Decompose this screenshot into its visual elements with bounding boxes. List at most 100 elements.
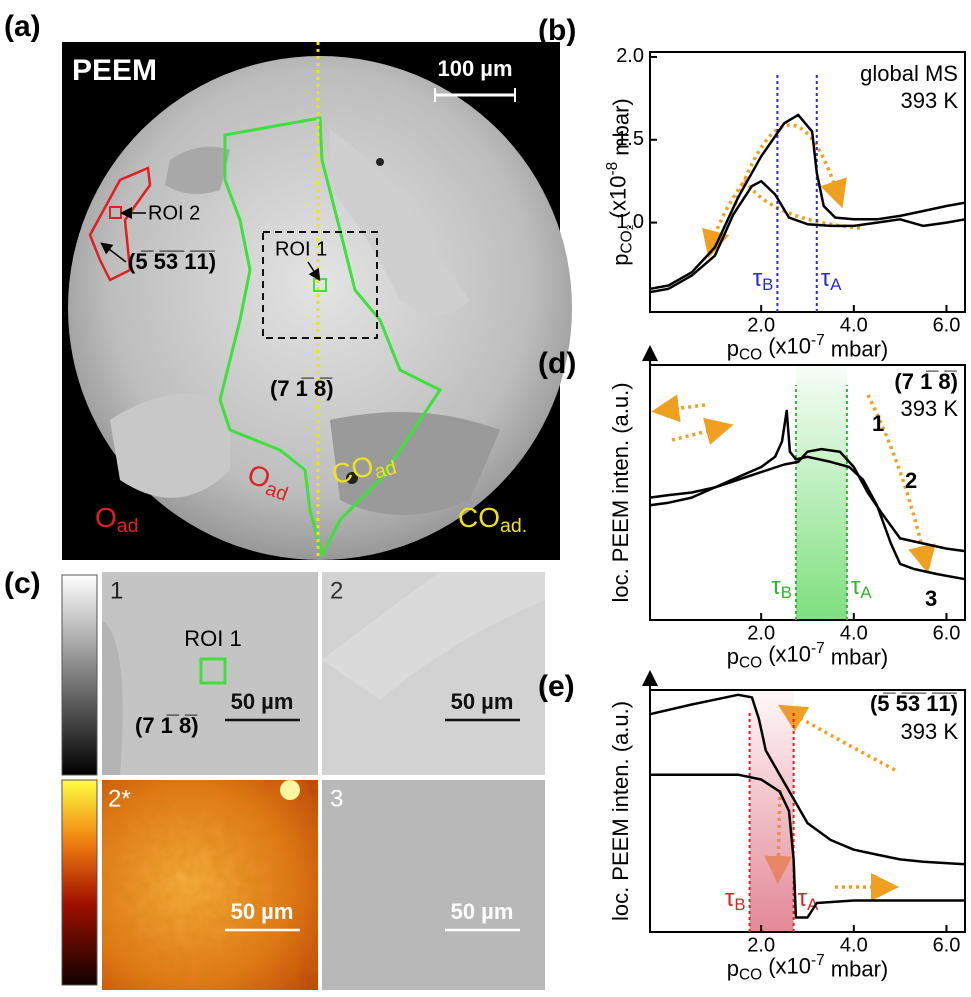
annotation: 393 K [901, 88, 959, 113]
roi-tiles [61, 572, 545, 990]
text-part: -8 [604, 162, 621, 176]
tile-label: 2* [108, 785, 131, 812]
shaded-interval [749, 690, 794, 932]
adsorbate-label: Oad [95, 502, 139, 537]
tau-label: τB [771, 573, 792, 602]
curve [650, 773, 965, 919]
text-part: mbar) [825, 336, 889, 361]
text-part: CO [739, 346, 762, 363]
y-tick-label: 2.0 [616, 45, 644, 67]
tau-label: τA [851, 573, 872, 602]
x-tick-label: 4.0 [840, 934, 868, 956]
tau-label: τB [753, 265, 774, 294]
scale-bar-label: 50 µm [231, 899, 294, 924]
text-part: τ [798, 885, 808, 912]
facet-label: (5̅ 5̅3̅ 1̅1̅) [128, 249, 216, 274]
text-part: mbar) [825, 644, 889, 669]
curve [649, 179, 966, 294]
text-part: O [95, 502, 117, 533]
tau-label: τA [821, 265, 842, 294]
curve-label: 1 [872, 411, 884, 436]
panel-label: (c) [4, 567, 41, 600]
text-part: B [762, 275, 773, 294]
tau-label: τB [725, 885, 746, 914]
text-part: A [830, 275, 842, 294]
y-axis-label: loc. PEEM inten. (a.u.) [608, 382, 633, 602]
annotation: (5̅ 5̅3̅ 1̅1̅) [870, 691, 958, 716]
scale-bar-label: 50 µm [231, 689, 294, 714]
x-tick-label: 6.0 [933, 314, 961, 336]
text-part: -7 [811, 332, 825, 349]
text-part: CO [739, 966, 762, 983]
curve [649, 113, 966, 291]
facet-label: (7 1̅ 8̅) [135, 713, 199, 738]
text-part: τ [725, 885, 735, 912]
text-part: (x10 [762, 642, 811, 667]
tile-label: 3 [330, 785, 343, 812]
image-title: PEEM [72, 54, 157, 87]
x-axis-label: pCO (x10-7 mbar) [727, 332, 889, 364]
scale-bar-label: 100 µm [437, 56, 512, 81]
roi-label: ROI 2 [148, 202, 200, 224]
text-part: mbar) [608, 98, 633, 162]
x-axis-label: pCO (x10-7 mbar) [727, 640, 889, 672]
text-part: loc. PEEM inten. (a.u.) [608, 382, 633, 602]
shaded-interval [795, 365, 847, 620]
tile-label: 1 [110, 577, 123, 604]
text-part: p [727, 956, 739, 981]
text-part: loc. PEEM inten. (a.u.) [608, 701, 633, 921]
curve [649, 693, 966, 866]
text-part: ad [117, 515, 139, 537]
text-part: τ [771, 573, 781, 600]
scale-bar-label: 50 µm [451, 899, 514, 924]
annotation: global MS [860, 61, 958, 86]
text-part: B [781, 583, 792, 602]
text-part: (x10 [762, 954, 811, 979]
text-part: mbar) [825, 956, 889, 981]
plot-frame [649, 51, 966, 313]
panel-label: (b) [538, 14, 576, 47]
curve-label: 2 [905, 468, 917, 493]
scale-bar-label: 50 µm [451, 689, 514, 714]
text-part: (x10 [762, 334, 811, 359]
annotation: 393 K [901, 396, 959, 421]
text-part: ad. [500, 515, 527, 537]
x-tick-label: 2.0 [747, 934, 775, 956]
tile-label: 2 [330, 577, 343, 604]
x-tick-label: 2.0 [747, 314, 775, 336]
y-axis-label: pCO₂ (x10-8 mbar) [604, 98, 636, 265]
x-tick-label: 2.0 [747, 622, 775, 644]
annotation: (7 1̅ 8̅) [894, 369, 958, 394]
x-tick-label: 4.0 [840, 314, 868, 336]
x-tick-label: 4.0 [840, 622, 868, 644]
panel-label: (a) [4, 10, 41, 43]
x-tick-label: 6.0 [933, 934, 961, 956]
y-axis-label: loc. PEEM inten. (a.u.) [608, 701, 633, 921]
x-axis-label: pCO (x10-7 mbar) [727, 952, 889, 984]
text-part: -7 [811, 640, 825, 657]
adsorbate-label: COad. [458, 502, 527, 537]
y-tick-label: 1.0 [616, 211, 644, 233]
curve [649, 447, 966, 553]
annotation: 393 K [901, 719, 959, 744]
facet-label: (7 1̅ 8̅) [270, 376, 334, 401]
panel-label: (d) [538, 347, 576, 380]
tau-label: τA [798, 885, 819, 914]
panel-label: (e) [538, 670, 575, 703]
text-part: CO₂ [618, 224, 635, 253]
text-part: -7 [811, 952, 825, 969]
x-tick-label: 6.0 [933, 622, 961, 644]
y-tick-label: 1.5 [616, 128, 644, 150]
text-part: τ [821, 265, 831, 292]
peem-image [62, 42, 572, 560]
text-part: (x10 [606, 176, 631, 225]
text-part: p [608, 253, 633, 265]
text-part: CO [739, 654, 762, 671]
text-part: A [860, 583, 872, 602]
text-part: p [727, 644, 739, 669]
text-part: CO [458, 502, 500, 533]
text-part: p [727, 336, 739, 361]
text-part: A [807, 895, 819, 914]
roi-label: ROI 1 [184, 626, 241, 651]
